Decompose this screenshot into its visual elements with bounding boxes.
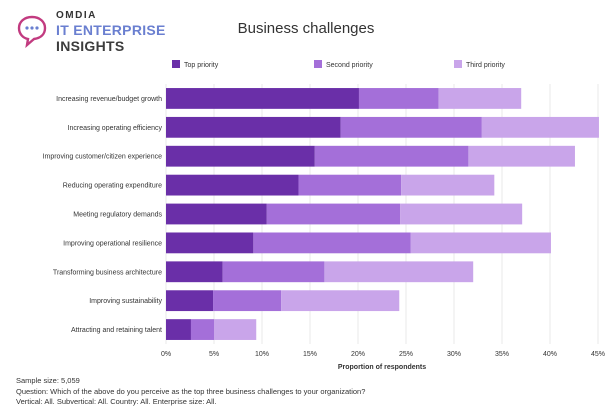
x-tick-label: 10% [255, 351, 269, 358]
category-label: Increasing revenue/budget growth [56, 96, 162, 103]
bar-segment [400, 203, 523, 225]
bar-segment [253, 232, 411, 254]
bar-segment [166, 232, 254, 254]
x-tick-label: 40% [543, 351, 557, 358]
bar-segment [166, 290, 214, 312]
category-label: Improving operational resilience [63, 240, 162, 247]
bar-segment [214, 319, 257, 340]
filters-text: Vertical: All. Subvertical: All. Country… [16, 397, 217, 406]
brand-line2: INSIGHTS [56, 38, 125, 54]
bar-segment [438, 88, 522, 109]
bar-segment [166, 203, 267, 225]
bar-segment [481, 116, 599, 138]
bar-segment [340, 116, 482, 138]
category-label: Improving customer/citizen experience [43, 154, 163, 161]
category-label: Improving sustainability [89, 298, 162, 305]
x-tick-label: 45% [591, 351, 605, 358]
x-tick-label: 15% [303, 351, 317, 358]
bar-segment [166, 261, 223, 283]
category-label: Transforming business architecture [53, 269, 162, 276]
legend-label: Second priority [326, 62, 373, 69]
x-tick-label: 5% [209, 351, 219, 358]
legend-label: Third priority [466, 62, 505, 69]
bar-segment [468, 145, 575, 167]
legend-label: Top priority [184, 62, 219, 69]
category-label: Meeting regulatory demands [73, 212, 162, 219]
legend-swatch [314, 60, 322, 68]
bar-segment [222, 261, 325, 283]
x-tick-label: 30% [447, 351, 461, 358]
x-tick-label: 35% [495, 351, 509, 358]
bar-segment [166, 145, 315, 167]
bar-segment [281, 290, 400, 312]
category-label: Increasing operating efficiency [68, 125, 163, 132]
brand-name: OMDIA [56, 10, 97, 21]
bar-segment [298, 174, 402, 196]
omdia-logo: OMDIA IT ENTERPRISE INSIGHTS [16, 10, 166, 56]
bar-segment [213, 290, 282, 312]
brand-line1: IT ENTERPRISE [56, 22, 166, 38]
bar-segment [166, 319, 191, 340]
bar-segment [166, 174, 299, 196]
bar-segment [324, 261, 474, 283]
footer: Sample size: 5,059 Question: Which of th… [16, 376, 365, 408]
x-tick-label: 25% [399, 351, 413, 358]
bar-segment [401, 174, 495, 196]
question-text: Question: Which of the above do you perc… [16, 386, 366, 396]
category-label: Attracting and retaining talent [71, 327, 162, 334]
chart-title: Business challenges [237, 20, 375, 37]
legend-swatch [172, 60, 180, 68]
speech-bubble-icon [17, 15, 47, 48]
x-axis-title: Proportion of respondents [338, 364, 426, 371]
bar-segment [166, 88, 359, 109]
x-tick-label: 20% [351, 351, 365, 358]
category-label: Reducing operating expenditure [63, 183, 162, 190]
bar-segment [266, 203, 401, 225]
x-tick-label: 0% [161, 351, 171, 358]
sample-size: Sample size: 5,059 [16, 376, 80, 385]
bar-segment [410, 232, 551, 254]
bar-segment [166, 116, 341, 138]
bar-segment [358, 88, 439, 109]
bar-segment [314, 145, 469, 167]
bar-segment [190, 319, 214, 340]
legend-swatch [454, 60, 462, 68]
